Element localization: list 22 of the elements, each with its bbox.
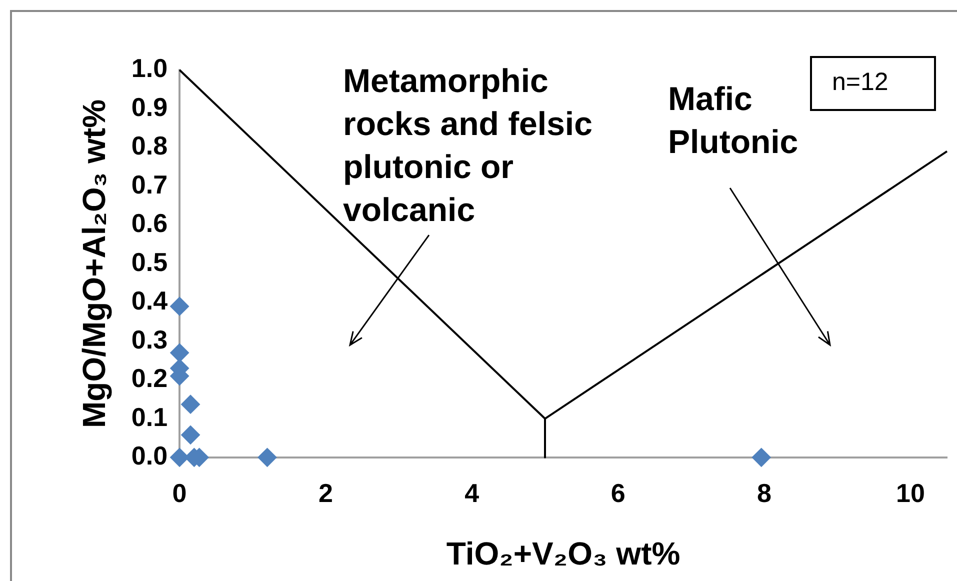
annotation: Mafic Plutonic <box>668 79 800 162</box>
x-tick-label: 6 <box>610 478 626 508</box>
y-tick-label: 0.1 <box>131 402 168 432</box>
x-tick-label: 2 <box>318 478 333 508</box>
y-tick-label: 0.7 <box>131 169 168 200</box>
y-tick-label: 0.0 <box>131 440 168 471</box>
y-tick-label: 0.2 <box>131 363 168 394</box>
y-tick-label: 0.6 <box>131 208 168 238</box>
x-axis-title: TiO₂+V₂O₃ wt% <box>446 536 680 572</box>
x-tick-label: 0 <box>172 478 187 508</box>
y-tick-label: 0.8 <box>131 130 168 161</box>
y-tick-label: 0.9 <box>131 92 168 122</box>
x-tick-label: 8 <box>757 478 772 508</box>
y-tick-label: 0.4 <box>131 286 168 316</box>
annotation: Metamorphic rocks and felsic plutonic or volcanic <box>343 61 594 230</box>
annotation: n=12 <box>810 56 936 111</box>
y-axis-title: MgO/MgO+Al₂O₃ wt% <box>76 99 112 428</box>
y-tick-label: 1.0 <box>131 53 168 84</box>
y-tick-label: 0.5 <box>131 246 168 277</box>
x-tick-label: 4 <box>464 478 480 508</box>
y-tick-label: 0.3 <box>131 324 168 354</box>
x-tick-label: 10 <box>896 478 925 508</box>
